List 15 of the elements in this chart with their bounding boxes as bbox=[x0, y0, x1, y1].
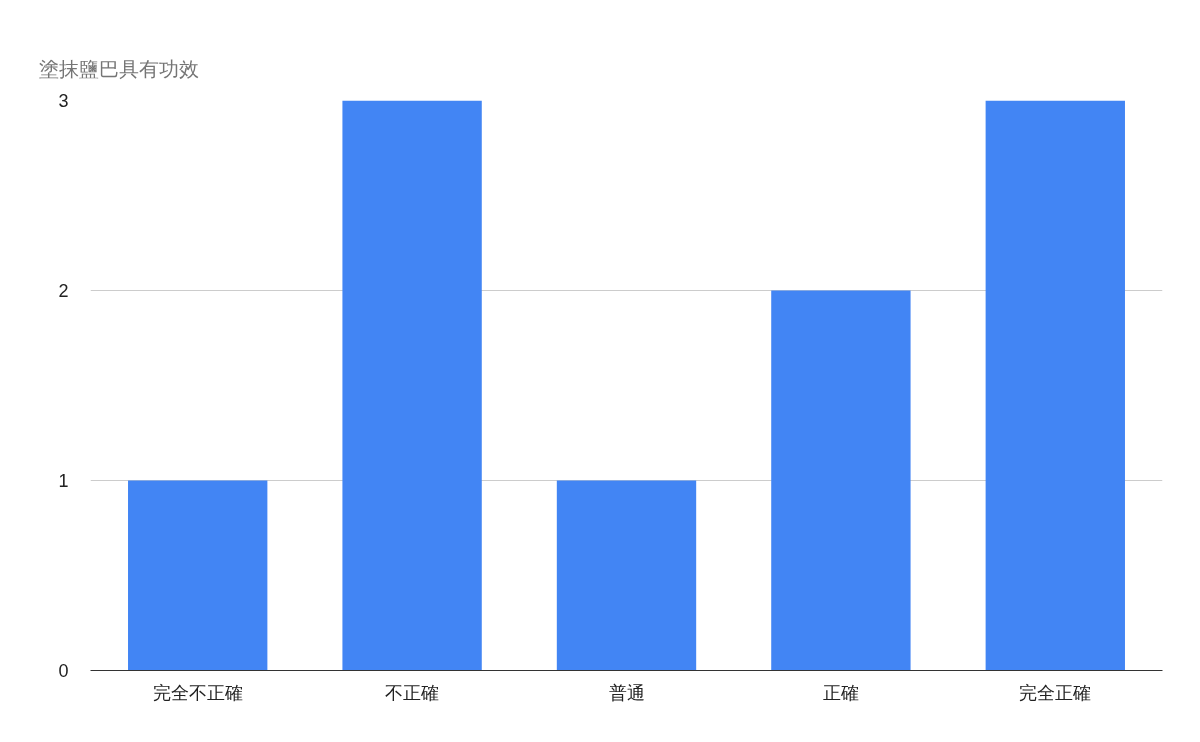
y-tick-label: 0 bbox=[58, 661, 69, 681]
x-tick-label: 完全正確 bbox=[1019, 681, 1092, 703]
chart-title: 塗抹鹽巴具有功效 bbox=[38, 56, 199, 81]
x-tick-label: 普通 bbox=[608, 681, 645, 703]
bar bbox=[556, 480, 697, 671]
x-tick-label: 正確 bbox=[822, 681, 859, 703]
y-tick-label: 2 bbox=[58, 281, 69, 301]
x-tick-label: 不正確 bbox=[385, 681, 440, 703]
bar bbox=[985, 100, 1125, 671]
y-tick-label: 3 bbox=[58, 91, 69, 111]
bar bbox=[342, 100, 482, 671]
bar bbox=[771, 290, 911, 671]
bar bbox=[128, 480, 268, 671]
x-tick-label: 完全不正確 bbox=[152, 681, 243, 703]
y-tick-label: 1 bbox=[58, 471, 69, 491]
